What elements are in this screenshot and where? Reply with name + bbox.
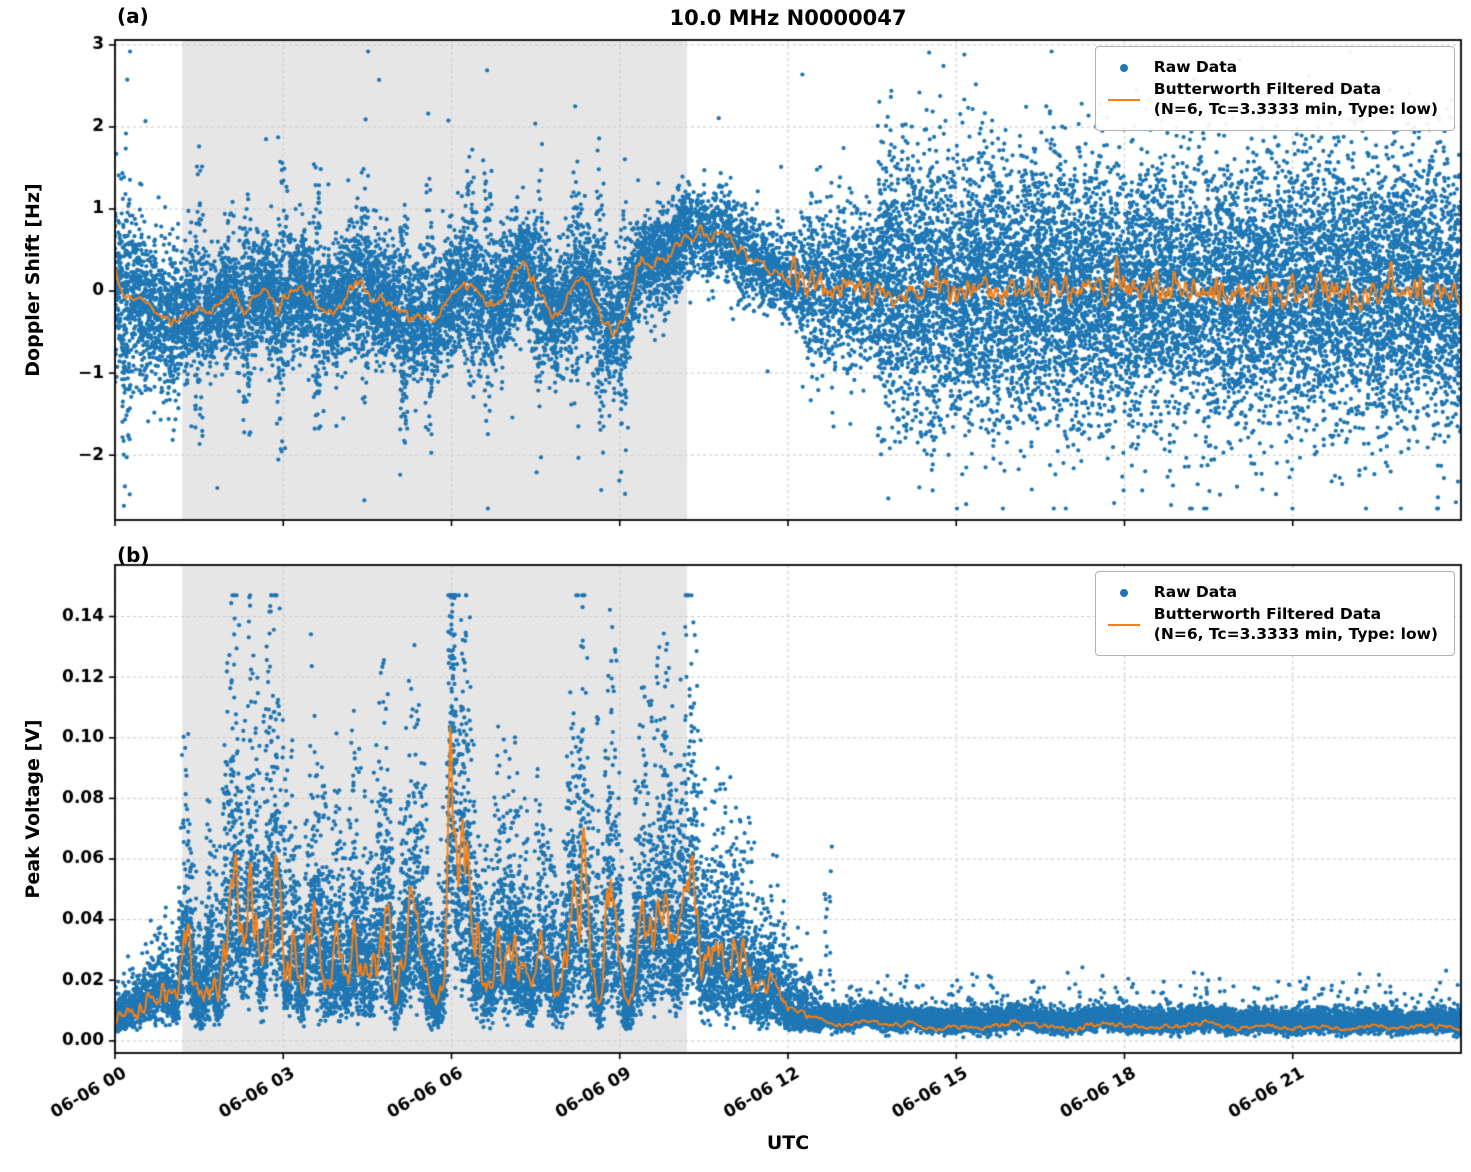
legend-filtered-label-line2: (N=6, Tc=3.3333 min, Type: low) <box>1153 99 1438 118</box>
legend-panel-a: Raw Data Butterworth Filtered Data (N=6,… <box>1094 46 1455 132</box>
legend-filtered-label-line2: (N=6, Tc=3.3333 min, Type: low) <box>1153 624 1438 643</box>
panel-a-ylabel: Doppler Shift [Hz] <box>22 183 44 377</box>
x-axis-label: UTC <box>766 1132 810 1154</box>
legend-panel-b: Raw Data Butterworth Filtered Data (N=6,… <box>1094 571 1455 657</box>
legend-raw-label: Raw Data <box>1153 583 1238 601</box>
legend-filtered-label-line1: Butterworth Filtered Data <box>1153 605 1382 624</box>
legend-entry-filtered: Butterworth Filtered Data (N=6, Tc=3.333… <box>1106 80 1438 119</box>
panel-b-ylabel: Peak Voltage [V] <box>22 719 44 899</box>
legend-entry-filtered: Butterworth Filtered Data (N=6, Tc=3.333… <box>1106 605 1438 644</box>
legend-entry-raw: Raw Data <box>1106 583 1438 602</box>
legend-entry-raw: Raw Data <box>1106 58 1438 77</box>
legend-filtered-label: Butterworth Filtered Data (N=6, Tc=3.333… <box>1154 605 1438 644</box>
raw-data-marker-icon-wrap <box>1106 588 1142 597</box>
filtered-line-icon-wrap <box>1106 623 1142 626</box>
raw-data-marker-icon-wrap <box>1106 63 1142 72</box>
legend-filtered-label-line1: Butterworth Filtered Data <box>1153 80 1382 99</box>
panel-b-label: (b) <box>117 543 150 567</box>
filtered-line-icon <box>1107 98 1140 101</box>
chart-title: 10.0 MHz N0000047 <box>669 6 907 30</box>
raw-data-marker-icon <box>1119 588 1128 597</box>
filtered-line-icon-wrap <box>1106 98 1142 101</box>
legend-raw-label: Raw Data <box>1153 58 1238 76</box>
raw-data-marker-icon <box>1119 63 1128 72</box>
filtered-line-icon <box>1107 623 1140 626</box>
legend-filtered-label: Butterworth Filtered Data (N=6, Tc=3.333… <box>1154 80 1438 119</box>
panel-a-label: (a) <box>117 4 149 28</box>
